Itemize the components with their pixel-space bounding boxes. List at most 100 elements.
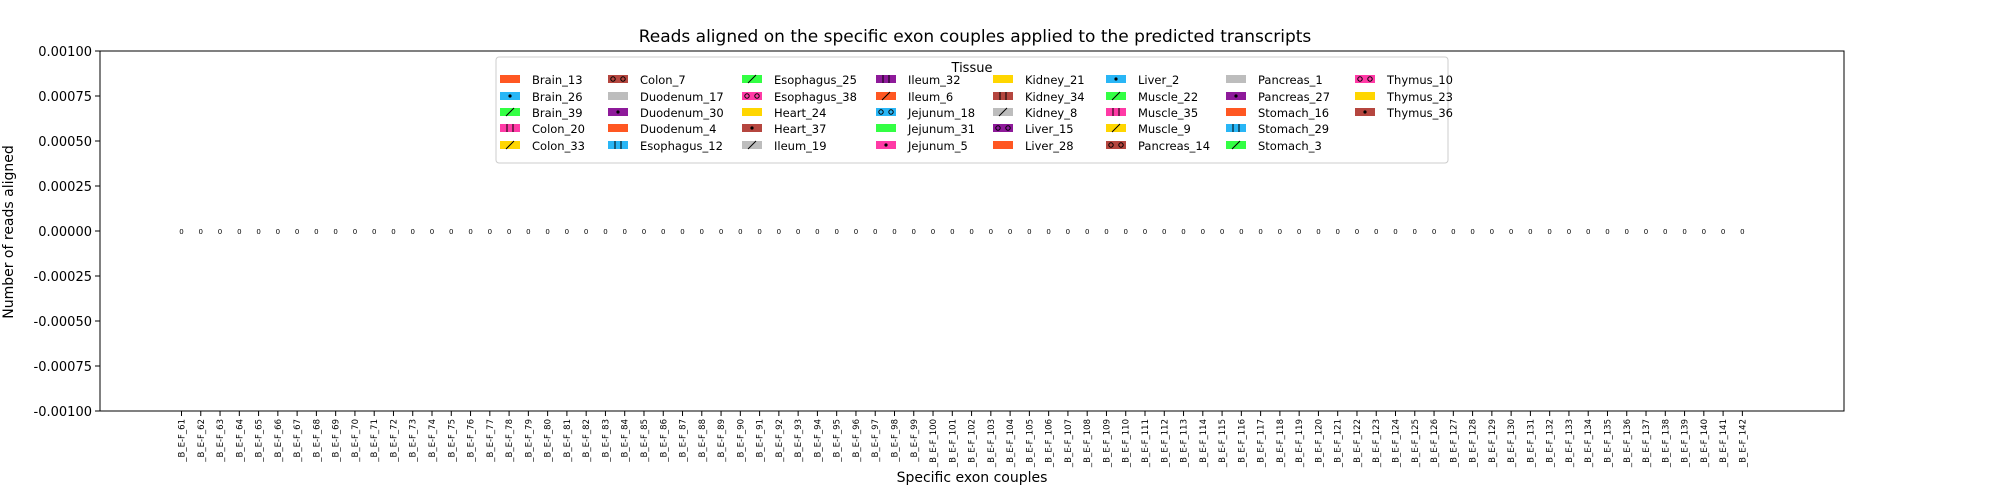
x-tick-label: _B_E-F_133 — [1565, 419, 1575, 468]
bar-value-label: 0 — [1663, 228, 1667, 236]
y-tick-label: -0.00075 — [34, 360, 92, 375]
bar-value-label: 0 — [1721, 228, 1725, 236]
legend-label: Jejunum_5 — [907, 139, 968, 153]
bar-value-label: 0 — [1702, 228, 1706, 236]
bar-value-label: 0 — [1393, 228, 1397, 236]
y-tick-label: -0.00025 — [34, 270, 92, 285]
legend-swatch — [1226, 124, 1246, 132]
bar-value-label: 0 — [1490, 228, 1494, 236]
x-tick-label: _B_E-F_98 — [890, 419, 900, 463]
x-tick-label: _B_E-F_80 — [544, 419, 554, 463]
x-tick-label: _B_E-F_128 — [1469, 419, 1479, 468]
legend-item: Muscle_35 — [1106, 106, 1198, 120]
x-tick-label: _B_E-F_142 — [1738, 419, 1748, 468]
x-tick-label: _B_E-F_68 — [312, 419, 322, 463]
x-tick-label: _B_E-F_112 — [1160, 419, 1170, 468]
bar-value-label: 0 — [468, 228, 472, 236]
legend-label: Liver_2 — [1138, 73, 1179, 87]
legend-frame — [495, 56, 1449, 164]
legend-label: Ileum_32 — [908, 73, 961, 87]
y-axis-label: Number of reads aligned — [1, 145, 17, 319]
x-tick-label: _B_E-F_113 — [1180, 419, 1190, 468]
x-tick-label: _B_E-F_119 — [1295, 419, 1305, 468]
x-tick-label: _B_E-F_138 — [1661, 419, 1671, 468]
x-tick-label: _B_E-F_63 — [216, 419, 226, 463]
x-tick-label: _B_E-F_91 — [756, 419, 766, 463]
x-tick-label: _B_E-F_101 — [948, 419, 958, 468]
legend-item: Pancreas_1 — [1226, 73, 1323, 87]
bar-value-label: 0 — [1567, 228, 1571, 236]
legend-swatch — [742, 108, 762, 116]
x-tick-label: _B_E-F_111 — [1141, 419, 1151, 468]
bar-value-label: 0 — [1586, 228, 1590, 236]
x-tick-label: _B_E-F_106 — [1045, 419, 1055, 468]
x-tick-label: _B_E-F_86 — [659, 419, 669, 463]
x-tick-label: _B_E-F_122 — [1353, 419, 1363, 468]
legend-swatch — [993, 92, 1013, 100]
x-tick-label: _B_E-F_77 — [486, 419, 496, 463]
bar-value-label: 0 — [218, 228, 222, 236]
legend-label: Jejunum_18 — [907, 106, 975, 120]
x-tick-label: _B_E-F_135 — [1603, 419, 1613, 468]
legend-item: Kidney_21 — [993, 73, 1085, 87]
bar-value-label: 0 — [295, 228, 299, 236]
x-axis-label: Specific exon couples — [897, 470, 1048, 486]
bar-value-label: 0 — [199, 228, 203, 236]
bar-value-label: 0 — [488, 228, 492, 236]
x-tick-label: _B_E-F_107 — [1064, 419, 1074, 468]
legend-swatch — [1106, 108, 1126, 116]
x-tick-label: _B_E-F_139 — [1681, 419, 1691, 468]
legend-label: Colon_20 — [532, 122, 585, 136]
x-tick-label: _B_E-F_81 — [563, 419, 573, 463]
x-tick-label: _B_E-F_99 — [910, 419, 920, 463]
legend-label: Brain_13 — [532, 73, 583, 87]
bar-value-label: 0 — [1740, 228, 1744, 236]
bar-value-label: 0 — [1355, 228, 1359, 236]
legend-label: Jejunum_31 — [907, 122, 975, 136]
bar-value-label: 0 — [1027, 228, 1031, 236]
x-tick-label: _B_E-F_92 — [775, 419, 785, 463]
legend-label: Brain_26 — [532, 90, 583, 104]
legend-item: Esophagus_38 — [742, 90, 857, 104]
legend-label: Kidney_21 — [1025, 73, 1085, 87]
bar-value-label: 0 — [1644, 228, 1648, 236]
legend-label: Muscle_22 — [1138, 90, 1198, 104]
bar-value-label: 0 — [545, 228, 549, 236]
x-tick-label: _B_E-F_110 — [1122, 419, 1132, 468]
legend-label: Kidney_34 — [1025, 90, 1085, 104]
legend-swatch — [742, 92, 762, 100]
x-tick-label: _B_E-F_117 — [1257, 419, 1267, 468]
legend-item: Stomach_16 — [1226, 106, 1329, 120]
legend-swatch — [608, 92, 628, 100]
legend-swatch — [876, 124, 896, 132]
legend-item: Kidney_34 — [993, 90, 1085, 104]
legend-label: Esophagus_25 — [774, 73, 857, 87]
legend-swatch — [876, 75, 896, 83]
legend-item: Jejunum_31 — [876, 122, 975, 136]
bar-value-label: 0 — [1470, 228, 1474, 236]
legend-label: Heart_24 — [774, 106, 826, 120]
x-tick-label: _B_E-F_62 — [197, 419, 207, 463]
y-tick-label: 0.00025 — [38, 180, 92, 195]
legend-item: Liver_2 — [1106, 73, 1179, 87]
y-tick-label: -0.00100 — [34, 405, 92, 420]
legend-swatch — [993, 75, 1013, 83]
bar-value-label: 0 — [931, 228, 935, 236]
x-tick-label: _B_E-F_61 — [178, 419, 188, 463]
bar-value-label: 0 — [719, 228, 723, 236]
legend-swatch — [500, 124, 520, 132]
legend-item: Colon_7 — [608, 73, 686, 87]
y-tick-label: -0.00050 — [34, 315, 92, 330]
x-tick-label: _B_E-F_109 — [1102, 419, 1112, 468]
x-tick-label: _B_E-F_64 — [235, 419, 245, 463]
legend-item: Brain_26 — [500, 90, 583, 104]
legend-label: Duodenum_30 — [640, 106, 724, 120]
legend-swatch — [608, 141, 628, 149]
legend-item: Colon_33 — [500, 139, 585, 153]
bar-value-label: 0 — [622, 228, 626, 236]
bar-value-label: 0 — [661, 228, 665, 236]
bar-value-label: 0 — [256, 228, 260, 236]
bar-value-label: 0 — [237, 228, 241, 236]
x-tick-label: _B_E-F_66 — [274, 419, 284, 463]
legend-item: Pancreas_27 — [1226, 90, 1330, 104]
